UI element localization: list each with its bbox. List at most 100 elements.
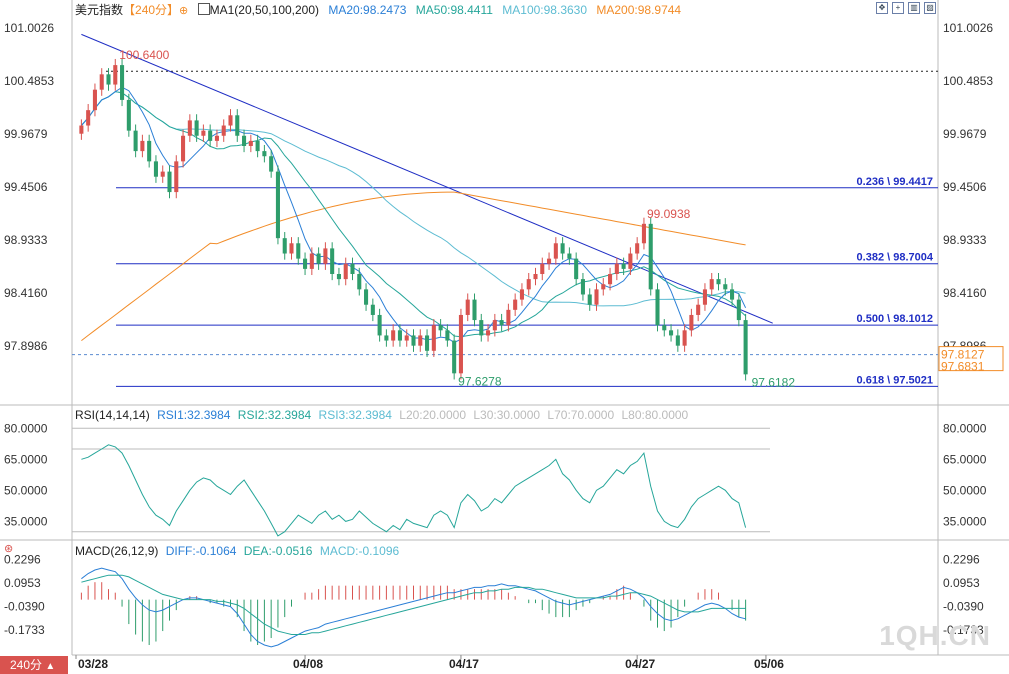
candle-body <box>465 299 470 315</box>
candle-body <box>519 289 524 300</box>
rsi-line <box>81 444 747 537</box>
candle-body <box>248 140 253 146</box>
high-label-right: 99.0938 <box>647 207 691 221</box>
candle-body <box>113 65 118 85</box>
price-axis-label-left: 99.9679 <box>4 127 48 141</box>
period-arrow-icon: ▲ <box>45 661 56 672</box>
candle-body <box>635 243 640 254</box>
plus-icon[interactable]: + <box>892 2 904 14</box>
price-axis-label-right: 99.4506 <box>943 180 987 194</box>
price-axis-label-left: 97.8986 <box>4 339 48 353</box>
macd-value: MACD:-0.1096 <box>319 544 400 558</box>
settings-icon[interactable]: ⊕ <box>179 5 189 17</box>
candle-body <box>201 130 206 136</box>
rsi2-value: RSI2:32.3984 <box>237 408 312 422</box>
candle-body <box>370 304 375 315</box>
candle-body <box>655 289 660 326</box>
candle-body <box>628 253 633 269</box>
rsi3-value: RSI3:32.3984 <box>318 408 392 422</box>
low-label-right: 97.6182 <box>752 375 796 389</box>
macd-dea-line <box>81 574 746 635</box>
candle-body <box>126 99 131 131</box>
ma100-line <box>81 91 746 307</box>
price-axis-label-left: 100.4853 <box>4 74 54 88</box>
rsi-axis-label-right: 80.0000 <box>943 421 987 435</box>
candle-body <box>255 140 260 152</box>
candle-body <box>194 120 199 136</box>
ma-indicator-icon[interactable] <box>197 3 210 15</box>
macd-axis-label-left: 0.0953 <box>4 576 41 590</box>
candle-body <box>309 253 314 269</box>
candle-body <box>641 223 646 244</box>
candle-body <box>181 135 186 162</box>
macd-axis-label-left: -0.1733 <box>4 623 45 637</box>
dea-value: DEA:-0.0516 <box>243 544 313 558</box>
candle-body <box>79 125 84 134</box>
macd-axis-label-left: -0.0390 <box>4 599 45 613</box>
diff-value: DIFF:-0.1064 <box>165 544 237 558</box>
expand-icon[interactable]: ✥ <box>876 2 888 14</box>
candle-body <box>377 314 382 336</box>
candle-body <box>499 320 504 326</box>
candle-body <box>282 238 287 254</box>
price-pane-header: 美元指数【240分】⊕ MA1(20,50,100,200) MA20:98.2… <box>75 3 681 18</box>
candle-body <box>452 340 457 374</box>
low-label-left: 97.6278 <box>458 374 502 388</box>
price-axis-label-right: 100.4853 <box>943 74 993 88</box>
period-label[interactable]: 【240分】 <box>123 3 180 17</box>
candle-body <box>486 330 491 336</box>
candle-body <box>364 289 369 305</box>
price-axis-label-left: 98.9333 <box>4 233 48 247</box>
macd-axis-label-right: -0.0390 <box>943 599 984 613</box>
candle-body <box>296 243 301 259</box>
price-axis-label-right: 98.9333 <box>943 233 987 247</box>
candle-body <box>601 284 606 290</box>
layout-icon[interactable]: ▥ <box>908 2 920 14</box>
ma50-line <box>81 91 746 338</box>
candle-body <box>140 140 145 152</box>
l30-value: L30:30.0000 <box>473 408 541 422</box>
candle-body <box>275 171 280 239</box>
candle-body <box>167 171 172 193</box>
candle-body <box>120 65 125 100</box>
l80-value: L80:80.0000 <box>621 408 689 422</box>
candle-body <box>99 74 104 90</box>
candle-body <box>533 274 538 280</box>
crosshair-icon[interactable]: ⊛ <box>4 543 14 555</box>
ma200-value: MA200:98.9744 <box>596 3 682 17</box>
candle-body <box>614 263 619 274</box>
candle-body <box>472 299 477 321</box>
ma50-value: MA50:98.4411 <box>415 3 493 17</box>
period-button[interactable]: 240分 ▲ <box>0 656 68 674</box>
candle-body <box>560 243 565 254</box>
candle-body <box>92 89 97 111</box>
candle-body <box>506 309 511 326</box>
macd-pane-header: MACD(26,12,9) DIFF:-0.1064 DEA:-0.0516 M… <box>75 544 399 558</box>
candle-body <box>458 314 463 374</box>
price-axis-label-right: 98.4160 <box>943 286 987 300</box>
candle-body <box>662 325 667 331</box>
time-axis-label: 04/17 <box>449 657 479 671</box>
candle-body <box>221 125 226 136</box>
candle-body <box>357 274 362 290</box>
image-icon[interactable]: ▨ <box>924 2 936 14</box>
time-axis-label: 04/08 <box>293 657 323 671</box>
period-button-label: 240分 <box>10 658 43 672</box>
l20-value: L20:20.0000 <box>399 408 466 422</box>
candle-body <box>174 161 179 193</box>
candle-body <box>696 304 701 315</box>
candle-body <box>228 115 233 126</box>
rsi-pane-header: RSI(14,14,14) RSI1:32.3984 RSI2:32.3984 … <box>75 408 688 422</box>
candle-body <box>214 135 219 141</box>
candle-body <box>86 110 91 126</box>
fib-level-label: 0.618 \ 97.5021 <box>857 374 933 386</box>
candle-body <box>153 161 158 177</box>
watermark: 1QH.CN <box>879 620 991 651</box>
ma-label: MA1(20,50,100,200) <box>209 3 320 17</box>
candle-body <box>736 299 741 321</box>
rsi-axis-label-right: 35.0000 <box>943 514 987 528</box>
candle-body <box>743 320 748 375</box>
candle-body <box>594 289 599 305</box>
